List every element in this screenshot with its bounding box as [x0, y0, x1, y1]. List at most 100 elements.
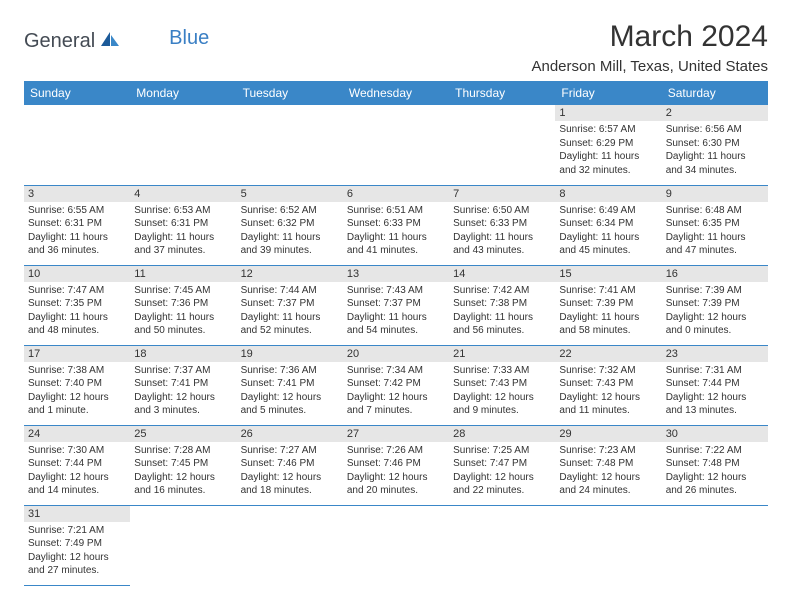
- day-details: Sunrise: 7:22 AMSunset: 7:48 PMDaylight:…: [662, 442, 768, 502]
- sunset-line: Sunset: 7:37 PM: [241, 297, 339, 311]
- daylight-line: Daylight: 11 hours and 34 minutes.: [666, 150, 764, 177]
- day-details: Sunrise: 7:44 AMSunset: 7:37 PMDaylight:…: [237, 282, 343, 342]
- sunrise-line: Sunrise: 7:32 AM: [559, 364, 657, 378]
- sunrise-line: Sunrise: 6:49 AM: [559, 204, 657, 218]
- day-number: 30: [662, 426, 768, 442]
- daylight-line: Daylight: 12 hours and 11 minutes.: [559, 391, 657, 418]
- daylight-line: Daylight: 12 hours and 20 minutes.: [347, 471, 445, 498]
- sunrise-line: Sunrise: 6:56 AM: [666, 123, 764, 137]
- day-number: 20: [343, 346, 449, 362]
- sunset-line: Sunset: 6:31 PM: [28, 217, 126, 231]
- sunrise-line: Sunrise: 7:41 AM: [559, 284, 657, 298]
- sunrise-line: Sunrise: 7:42 AM: [453, 284, 551, 298]
- sunrise-line: Sunrise: 6:57 AM: [559, 123, 657, 137]
- day-details: Sunrise: 6:51 AMSunset: 6:33 PMDaylight:…: [343, 202, 449, 262]
- daylight-line: Daylight: 12 hours and 1 minute.: [28, 391, 126, 418]
- calendar-week-row: 24Sunrise: 7:30 AMSunset: 7:44 PMDayligh…: [24, 425, 768, 505]
- calendar-day-cell: 5Sunrise: 6:52 AMSunset: 6:32 PMDaylight…: [237, 185, 343, 265]
- calendar-day-cell: 2Sunrise: 6:56 AMSunset: 6:30 PMDaylight…: [662, 105, 768, 185]
- day-number: 15: [555, 266, 661, 282]
- calendar-day-cell: 9 Sunrise: 6:48 AMSunset: 6:35 PMDaylight…: [662, 185, 768, 265]
- daylight-line: Daylight: 11 hours and 47 minutes.: [666, 231, 764, 258]
- weekday-header: Sunday: [24, 81, 130, 105]
- day-details: Sunrise: 7:32 AMSunset: 7:43 PMDaylight:…: [555, 362, 661, 422]
- calendar-day-cell: 19Sunrise: 7:36 AMSunset: 7:41 PMDayligh…: [237, 345, 343, 425]
- weekday-header: Friday: [555, 81, 661, 105]
- calendar-day-cell: 23Sunrise: 7:31 AMSunset: 7:44 PMDayligh…: [662, 345, 768, 425]
- day-details: Sunrise: 7:39 AMSunset: 7:39 PMDaylight:…: [662, 282, 768, 342]
- sunrise-line: Sunrise: 7:25 AM: [453, 444, 551, 458]
- title-block: March 2024 Anderson Mill, Texas, United …: [531, 20, 768, 75]
- calendar-empty-cell: [555, 505, 661, 585]
- sunrise-line: Sunrise: 6:53 AM: [134, 204, 232, 218]
- daylight-line: Daylight: 11 hours and 43 minutes.: [453, 231, 551, 258]
- calendar-day-cell: 18Sunrise: 7:37 AMSunset: 7:41 PMDayligh…: [130, 345, 236, 425]
- daylight-line: Daylight: 12 hours and 18 minutes.: [241, 471, 339, 498]
- day-number: 6: [343, 186, 449, 202]
- sunset-line: Sunset: 7:43 PM: [559, 377, 657, 391]
- sunset-line: Sunset: 6:29 PM: [559, 137, 657, 151]
- day-number: 12: [237, 266, 343, 282]
- sail-icon: [99, 30, 121, 53]
- daylight-line: Daylight: 11 hours and 52 minutes.: [241, 311, 339, 338]
- sunset-line: Sunset: 7:36 PM: [134, 297, 232, 311]
- header: General Blue March 2024 Anderson Mill, T…: [24, 20, 768, 75]
- daylight-line: Daylight: 11 hours and 50 minutes.: [134, 311, 232, 338]
- logo: General Blue: [24, 30, 209, 53]
- day-details: Sunrise: 6:53 AMSunset: 6:31 PMDaylight:…: [130, 202, 236, 262]
- day-number: 9: [662, 186, 768, 202]
- sunset-line: Sunset: 6:35 PM: [666, 217, 764, 231]
- weekday-header: Saturday: [662, 81, 768, 105]
- day-details: Sunrise: 6:50 AMSunset: 6:33 PMDaylight:…: [449, 202, 555, 262]
- calendar-day-cell: 16Sunrise: 7:39 AMSunset: 7:39 PMDayligh…: [662, 265, 768, 345]
- sunrise-line: Sunrise: 6:48 AM: [666, 204, 764, 218]
- sunrise-line: Sunrise: 7:44 AM: [241, 284, 339, 298]
- day-details: Sunrise: 7:37 AMSunset: 7:41 PMDaylight:…: [130, 362, 236, 422]
- sunrise-line: Sunrise: 7:27 AM: [241, 444, 339, 458]
- weekday-header: Wednesday: [343, 81, 449, 105]
- day-details: Sunrise: 7:31 AMSunset: 7:44 PMDaylight:…: [662, 362, 768, 422]
- sunrise-line: Sunrise: 6:55 AM: [28, 204, 126, 218]
- sunrise-line: Sunrise: 7:30 AM: [28, 444, 126, 458]
- daylight-line: Daylight: 12 hours and 14 minutes.: [28, 471, 126, 498]
- weekday-header: Monday: [130, 81, 236, 105]
- calendar-day-cell: 11Sunrise: 7:45 AMSunset: 7:36 PMDayligh…: [130, 265, 236, 345]
- calendar-day-cell: 24Sunrise: 7:30 AMSunset: 7:44 PMDayligh…: [24, 425, 130, 505]
- day-details: Sunrise: 6:56 AMSunset: 6:30 PMDaylight:…: [662, 121, 768, 181]
- logo-text-blue: Blue: [169, 27, 209, 50]
- day-number: 22: [555, 346, 661, 362]
- sunset-line: Sunset: 7:41 PM: [134, 377, 232, 391]
- day-details: Sunrise: 7:26 AMSunset: 7:46 PMDaylight:…: [343, 442, 449, 502]
- calendar-day-cell: 29Sunrise: 7:23 AMSunset: 7:48 PMDayligh…: [555, 425, 661, 505]
- day-number: 8: [555, 186, 661, 202]
- calendar-day-cell: 21Sunrise: 7:33 AMSunset: 7:43 PMDayligh…: [449, 345, 555, 425]
- day-number: 17: [24, 346, 130, 362]
- day-number: 10: [24, 266, 130, 282]
- day-details: Sunrise: 6:57 AMSunset: 6:29 PMDaylight:…: [555, 121, 661, 181]
- sunset-line: Sunset: 7:49 PM: [28, 537, 126, 551]
- day-details: Sunrise: 6:55 AMSunset: 6:31 PMDaylight:…: [24, 202, 130, 262]
- calendar-day-cell: 26 Sunrise: 7:27 AMSunset: 7:46 PMDayligh…: [237, 425, 343, 505]
- daylight-line: Daylight: 11 hours and 45 minutes.: [559, 231, 657, 258]
- day-number: 21: [449, 346, 555, 362]
- day-number: 26: [237, 426, 343, 442]
- day-details: Sunrise: 7:36 AMSunset: 7:41 PMDaylight:…: [237, 362, 343, 422]
- daylight-line: Daylight: 11 hours and 56 minutes.: [453, 311, 551, 338]
- sunset-line: Sunset: 6:34 PM: [559, 217, 657, 231]
- calendar-page: General Blue March 2024 Anderson Mill, T…: [0, 0, 792, 606]
- day-details: Sunrise: 7:33 AMSunset: 7:43 PMDaylight:…: [449, 362, 555, 422]
- sunrise-line: Sunrise: 7:34 AM: [347, 364, 445, 378]
- day-details: Sunrise: 7:28 AMSunset: 7:45 PMDaylight:…: [130, 442, 236, 502]
- calendar-empty-cell: [449, 505, 555, 585]
- sunset-line: Sunset: 7:44 PM: [666, 377, 764, 391]
- sunset-line: Sunset: 7:40 PM: [28, 377, 126, 391]
- daylight-line: Daylight: 12 hours and 16 minutes.: [134, 471, 232, 498]
- sunset-line: Sunset: 7:35 PM: [28, 297, 126, 311]
- sunset-line: Sunset: 7:46 PM: [241, 457, 339, 471]
- calendar-empty-cell: [130, 105, 236, 185]
- day-details: Sunrise: 6:52 AMSunset: 6:32 PMDaylight:…: [237, 202, 343, 262]
- daylight-line: Daylight: 12 hours and 13 minutes.: [666, 391, 764, 418]
- location: Anderson Mill, Texas, United States: [531, 58, 768, 75]
- calendar-empty-cell: [130, 505, 236, 585]
- day-number: 3: [24, 186, 130, 202]
